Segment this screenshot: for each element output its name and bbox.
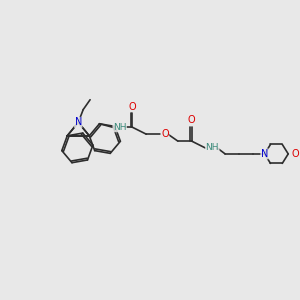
Text: O: O (161, 129, 169, 139)
Text: O: O (291, 149, 299, 159)
Text: N: N (261, 149, 268, 159)
Text: NH: NH (206, 143, 219, 152)
Text: O: O (129, 102, 136, 112)
Text: O: O (188, 116, 195, 125)
Text: NH: NH (113, 123, 126, 132)
Text: N: N (75, 117, 82, 128)
